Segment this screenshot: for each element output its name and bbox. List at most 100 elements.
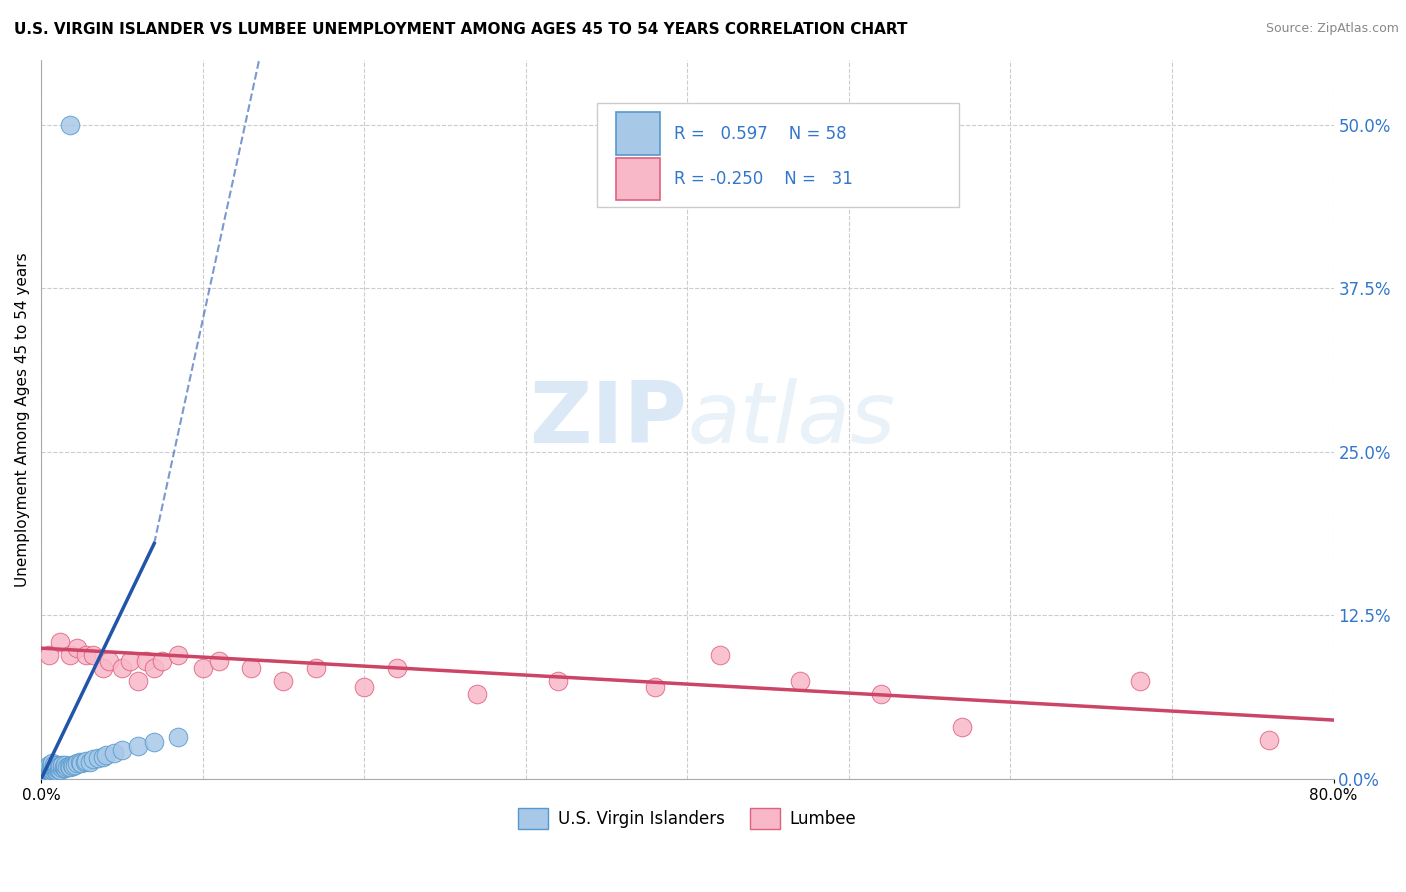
Point (46, 764, 69, 778)
Point (135, 654, 157, 668)
Point (143, 661, 166, 675)
Point (73, 755, 96, 769)
Point (91, 749, 114, 764)
Point (49, 634, 72, 648)
Text: R = -0.250    N =   31: R = -0.250 N = 31 (675, 170, 853, 188)
Point (1129, 673, 1152, 688)
Point (41, 756, 63, 771)
Point (167, 648, 190, 662)
Point (56, 760, 79, 774)
Point (46, 761, 69, 775)
Point (35, 764, 58, 778)
Point (82, 648, 104, 662)
Point (353, 681, 375, 695)
FancyBboxPatch shape (616, 158, 661, 201)
Point (39, 759, 62, 773)
Point (35, 761, 58, 775)
Point (1257, 732, 1279, 747)
Point (240, 661, 263, 675)
Point (48, 759, 70, 773)
Point (45, 764, 67, 778)
Point (49, 759, 72, 773)
Point (48, 763, 70, 777)
Point (709, 648, 731, 662)
Point (49, 763, 72, 777)
Point (37, 766, 59, 780)
Point (97, 654, 120, 668)
Point (111, 743, 134, 757)
Point (60, 757, 83, 772)
Point (39, 765, 62, 780)
Point (385, 661, 408, 675)
Text: R =   0.597    N = 58: R = 0.597 N = 58 (675, 125, 846, 143)
Point (37, 760, 59, 774)
Point (870, 687, 893, 701)
Point (52, 760, 75, 774)
Point (62, 759, 84, 773)
Point (38, 764, 60, 778)
Point (94, 748, 117, 763)
Point (143, 735, 166, 749)
Point (38, 763, 60, 777)
Point (38, 648, 60, 662)
Point (465, 687, 488, 701)
Point (41, 763, 63, 777)
Point (167, 730, 190, 744)
Point (127, 673, 149, 688)
Point (51, 757, 73, 772)
Point (53, 761, 76, 775)
Point (82, 752, 104, 766)
Point (191, 661, 214, 675)
Point (42, 761, 65, 775)
Point (86, 751, 108, 765)
Point (46, 757, 69, 772)
Point (644, 681, 666, 695)
Point (38, 766, 60, 780)
Point (41, 765, 63, 780)
Point (150, 654, 173, 668)
Legend: U.S. Virgin Islanders, Lumbee: U.S. Virgin Islanders, Lumbee (512, 802, 863, 835)
Point (42, 757, 65, 772)
Point (53, 757, 76, 772)
Point (273, 673, 295, 688)
Point (59, 648, 82, 662)
Point (34, 765, 56, 780)
Point (37, 764, 59, 778)
Y-axis label: Unemployment Among Ages 45 to 54 years: Unemployment Among Ages 45 to 54 years (15, 252, 30, 587)
Point (127, 739, 149, 754)
Point (66, 756, 89, 771)
Point (69, 755, 91, 769)
Text: U.S. VIRGIN ISLANDER VS LUMBEE UNEMPLOYMENT AMONG AGES 45 TO 54 YEARS CORRELATIO: U.S. VIRGIN ISLANDER VS LUMBEE UNEMPLOYM… (14, 22, 907, 37)
Point (75, 754, 97, 768)
Point (789, 673, 811, 688)
Point (75, 648, 97, 662)
Point (91, 661, 114, 675)
FancyBboxPatch shape (616, 112, 661, 155)
Point (58, 759, 80, 773)
Point (111, 661, 134, 675)
Point (103, 746, 125, 760)
Point (38, 760, 60, 774)
Point (63, 757, 86, 772)
Point (35, 766, 58, 780)
Point (45, 760, 67, 774)
Point (39, 763, 62, 777)
Text: Source: ZipAtlas.com: Source: ZipAtlas.com (1265, 22, 1399, 36)
Point (38, 757, 60, 772)
Point (208, 654, 231, 668)
Point (79, 755, 101, 769)
Point (42, 764, 65, 778)
Point (950, 720, 973, 734)
Point (547, 673, 569, 688)
FancyBboxPatch shape (596, 103, 959, 207)
Point (305, 661, 328, 675)
Text: ZIP: ZIP (530, 377, 688, 461)
Text: atlas: atlas (688, 377, 896, 461)
Point (59, 118, 82, 132)
Point (41, 760, 63, 774)
Point (70, 756, 93, 771)
Point (59, 760, 82, 774)
Point (118, 654, 141, 668)
Point (51, 761, 73, 775)
Point (66, 641, 89, 656)
